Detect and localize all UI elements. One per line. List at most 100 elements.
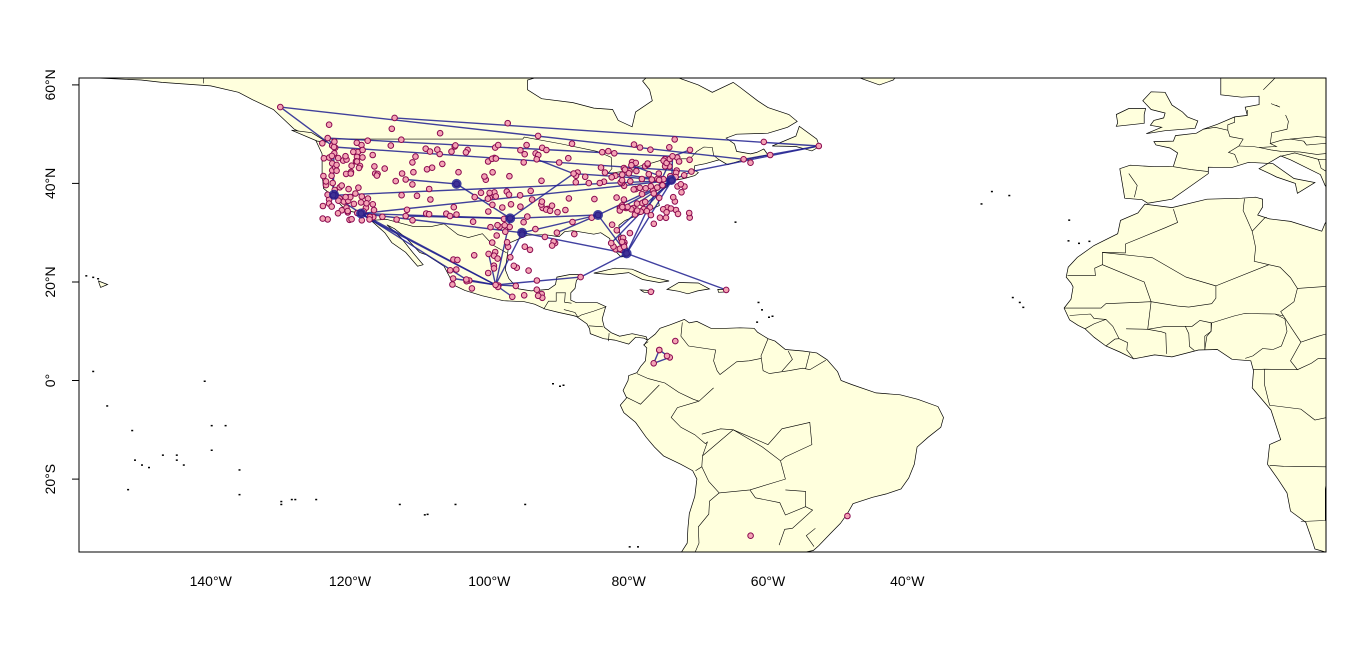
island-speck-2 — [210, 449, 213, 451]
airport-point-275 — [655, 176, 663, 184]
flight-route-44 — [452, 277, 496, 286]
island-speck-50 — [141, 464, 143, 466]
airport-point-337 — [525, 267, 532, 274]
airport-point-310 — [543, 146, 550, 154]
airport-point-148 — [455, 168, 462, 176]
airport-point-305 — [766, 151, 774, 159]
island-speck-25 — [1067, 240, 1070, 242]
airport-point-39 — [538, 198, 546, 205]
island-speck-57 — [756, 321, 759, 323]
airport-point-218 — [338, 182, 346, 189]
country-border-41 — [1280, 288, 1298, 317]
island-speck-15 — [426, 513, 429, 516]
flight-route-10 — [360, 212, 496, 286]
country-border-13 — [670, 400, 709, 471]
landmass-2 — [858, 78, 896, 86]
airport-point-95 — [409, 181, 416, 188]
airport-point-101 — [425, 210, 433, 218]
airport-points-layer — [277, 103, 851, 540]
airport-point-113 — [462, 149, 470, 156]
airport-point-78 — [571, 230, 578, 238]
airport-point-163 — [481, 173, 488, 180]
country-border-6 — [577, 306, 607, 318]
island-speck-8 — [182, 464, 185, 466]
airport-point-145 — [439, 160, 446, 168]
airport-point-228 — [636, 184, 644, 192]
airport-point-375 — [388, 125, 396, 133]
airport-point-362 — [485, 250, 492, 258]
country-border-9 — [643, 341, 649, 346]
airport-point-188 — [328, 172, 335, 180]
airport-point-359 — [492, 281, 499, 289]
airport-point-390 — [520, 292, 528, 299]
airport-point-387 — [656, 346, 663, 354]
country-border-63 — [1270, 114, 1289, 144]
country-border-43 — [1253, 368, 1298, 370]
airport-point-318 — [470, 252, 478, 259]
flight-route-5 — [333, 179, 672, 196]
airport-point-246 — [686, 156, 693, 164]
airport-point-259 — [627, 178, 634, 185]
airport-point-68 — [611, 150, 618, 157]
airport-point-114 — [598, 148, 606, 156]
airport-point-329 — [494, 255, 501, 262]
airport-point-9 — [477, 189, 485, 197]
airport-point-360 — [463, 276, 470, 283]
flight-route-55 — [626, 252, 727, 291]
airport-point-311 — [671, 136, 679, 143]
country-border-5 — [563, 309, 579, 318]
airport-point-72 — [562, 206, 569, 214]
island-speck-10 — [238, 493, 241, 496]
airport-point-257 — [621, 166, 629, 173]
airport-point-286 — [613, 194, 620, 201]
airport-point-21 — [488, 239, 496, 246]
airport-point-135 — [554, 208, 561, 216]
island-speck-3 — [148, 466, 150, 469]
airport-point-154 — [608, 174, 616, 181]
airport-point-71 — [678, 189, 685, 196]
airport-point-31 — [526, 246, 534, 254]
hub-cluster-6 — [621, 248, 632, 259]
airport-point-313 — [426, 148, 434, 155]
flight-route-16 — [521, 232, 627, 255]
country-border-23 — [701, 422, 813, 462]
airport-point-278 — [650, 190, 658, 197]
airport-point-195 — [355, 164, 363, 172]
airport-point-343 — [366, 216, 373, 223]
airport-point-132 — [633, 167, 640, 175]
island-speck-17 — [524, 503, 527, 506]
airport-point-240 — [655, 170, 663, 177]
airport-point-82 — [410, 168, 417, 176]
airport-point-201 — [328, 203, 336, 210]
airport-point-326 — [454, 256, 461, 264]
airport-point-15 — [453, 211, 460, 218]
airport-point-174 — [334, 210, 342, 217]
flight-route-8 — [361, 212, 523, 234]
airport-point-185 — [319, 202, 327, 210]
airport-point-378 — [533, 156, 541, 163]
airport-point-45 — [520, 159, 528, 166]
airport-point-70 — [555, 159, 563, 166]
airport-point-108 — [527, 187, 535, 195]
airport-point-24 — [484, 195, 492, 202]
airport-point-340 — [328, 152, 336, 160]
island-speck-56 — [761, 309, 763, 311]
y-axis-latitude: 60°N 40°N 20°N 0° 20°S — [42, 69, 79, 494]
airport-point-314 — [436, 129, 444, 137]
island-speck-47 — [106, 405, 109, 407]
airport-point-316 — [760, 138, 768, 146]
airport-point-312 — [568, 140, 576, 147]
airport-point-269 — [638, 190, 646, 198]
airport-point-105 — [373, 172, 381, 179]
airport-point-146 — [492, 193, 500, 200]
country-border-34 — [1084, 319, 1107, 330]
airport-point-356 — [815, 142, 823, 150]
airport-point-263 — [669, 193, 677, 201]
airport-point-149 — [494, 221, 501, 229]
airport-point-210 — [333, 161, 340, 169]
airport-point-7 — [666, 144, 673, 151]
y-tick-label: 20°S — [42, 464, 58, 495]
island-speck-37 — [92, 276, 95, 279]
airport-point-379 — [512, 282, 520, 290]
airport-point-281 — [618, 171, 626, 178]
